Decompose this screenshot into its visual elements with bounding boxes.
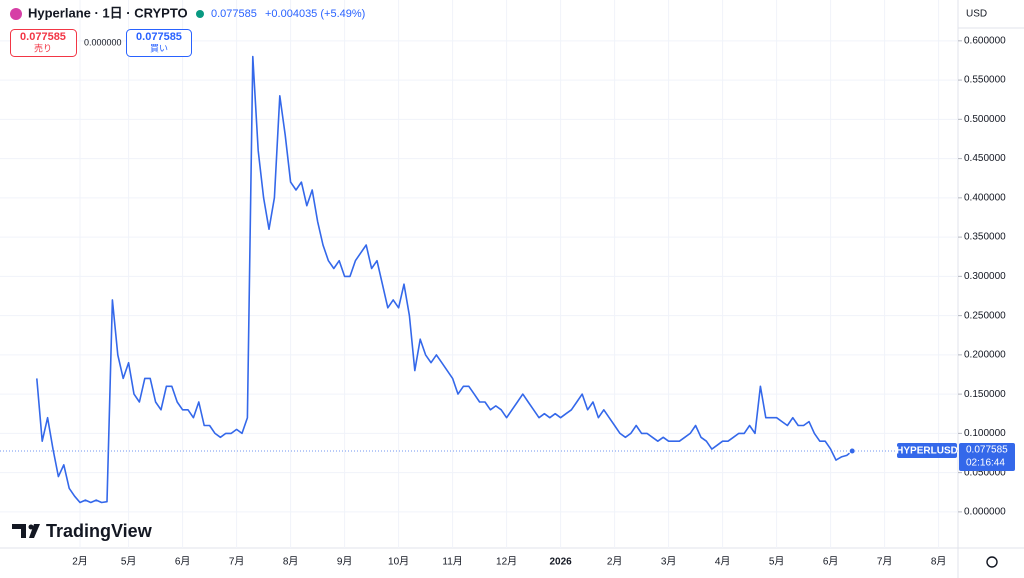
x-tick-label: 11月 (442, 556, 462, 568)
y-tick-label: 0.200000 (964, 350, 1006, 361)
x-tick-label: 10月 (388, 556, 409, 568)
price-tag (959, 442, 1015, 471)
x-tick-label: 7月 (877, 556, 893, 568)
price-line (36, 55, 853, 504)
y-tick-label: 0.000000 (964, 507, 1006, 518)
buy-price: 0.077585 (136, 31, 182, 43)
y-tick-label: 0.550000 (964, 75, 1006, 86)
sell-price: 0.077585 (20, 31, 66, 43)
logo (10, 8, 22, 20)
chart-title: Hyperlane · 1日 · CRYPTO (28, 5, 188, 20)
x-tick-label: 6月 (175, 556, 191, 568)
x-tick-label: 8月 (931, 556, 947, 568)
buy-label: 買い (150, 43, 168, 53)
y-tick-label: 0.500000 (964, 114, 1006, 125)
y-tick-label: 0.100000 (964, 428, 1006, 439)
status-dot (196, 10, 204, 18)
plot (0, 55, 958, 504)
symbol-label: HYPERLUSD (896, 446, 958, 457)
x-tick-label: 8月 (283, 556, 299, 568)
x-tick-label: 9月 (337, 556, 353, 568)
x-tick-label: 2月 (72, 556, 88, 568)
sell-button[interactable] (10, 29, 77, 57)
y-tick-label: 0.150000 (964, 389, 1006, 400)
spread: 0.000000 (84, 37, 122, 47)
y-tick-label: 0.350000 (964, 232, 1006, 243)
currency[interactable]: USD (966, 9, 987, 20)
countdown: 02:16:44 (966, 458, 1005, 469)
buy-button[interactable] (126, 29, 192, 57)
x-tick-label: 2026 (549, 557, 572, 568)
x-tick-label: 4月 (715, 556, 731, 568)
y-tick-label: 0.400000 (964, 192, 1006, 203)
grid (0, 0, 958, 548)
y-tick-label: 0.050000 (964, 467, 1006, 478)
x-tick-label: 7月 (229, 556, 245, 568)
y-tick-label: 0.300000 (964, 271, 1006, 282)
header-change: +0.004035 (+5.49%) (265, 8, 365, 20)
y-tick-label: 0.450000 (964, 153, 1006, 164)
last-point (848, 447, 856, 455)
x-tick-label: 5月 (121, 556, 137, 568)
brand: TradingView (46, 521, 153, 541)
x-tick-label: 6月 (823, 556, 839, 568)
x-tick-label: 12月 (496, 556, 517, 568)
x-tick-label: 5月 (769, 556, 785, 568)
price-tag-label: 0.077585 (966, 445, 1008, 456)
settings-icon[interactable] (986, 556, 998, 568)
y-tick-label: 0.600000 (964, 35, 1006, 46)
brand-logo (12, 524, 40, 538)
y-tick-label: 0.250000 (964, 310, 1006, 321)
x-tick-label: 3月 (661, 556, 677, 568)
header-price: 0.077585 (211, 8, 257, 20)
symbol-tag (897, 442, 957, 458)
sell-label: 売り (34, 42, 52, 53)
x-tick-label: 2月 (607, 556, 623, 568)
